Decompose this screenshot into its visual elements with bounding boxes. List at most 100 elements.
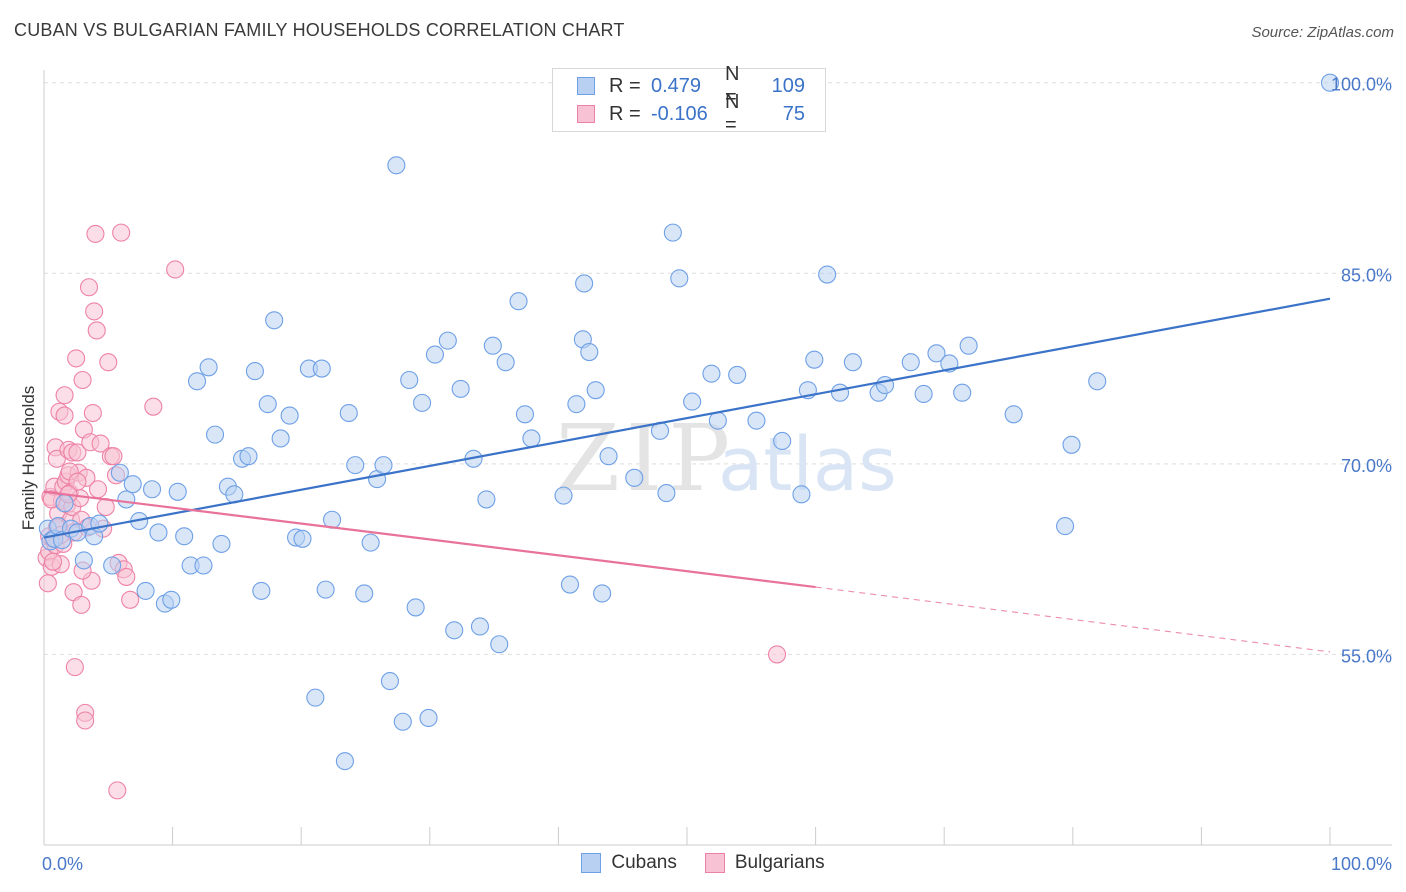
data-point <box>728 365 747 384</box>
data-point <box>346 456 365 475</box>
data-point <box>1056 517 1075 536</box>
data-point <box>316 580 335 599</box>
data-point <box>522 429 541 448</box>
data-point <box>483 336 502 355</box>
data-point <box>575 274 594 293</box>
data-point <box>843 353 862 372</box>
data-point <box>194 556 213 575</box>
correlation-legend: R = 0.479 N = 109 R = -0.106 N = 75 <box>552 63 826 136</box>
data-point <box>509 292 528 311</box>
y-tick-label: 85.0% <box>1341 265 1392 285</box>
y-tick-label: 100.0% <box>1331 75 1392 95</box>
legend-item-bulgarians[interactable]: Bulgarians <box>704 852 825 874</box>
data-point <box>90 514 109 533</box>
legend-row-bulgarians: R = -0.106 N = 75 <box>577 91 805 136</box>
tick-labels: 55.0% 70.0% 85.0% 100.0% 0.0% 100.0% <box>42 75 1392 874</box>
data-point <box>747 411 766 430</box>
legend-n-label: N = <box>725 63 740 108</box>
source-credit: Source: ZipAtlas.com <box>1251 24 1394 41</box>
data-point <box>55 406 74 425</box>
data-point <box>413 393 432 412</box>
data-point <box>175 527 194 546</box>
y-tick-label: 70.0% <box>1341 456 1392 476</box>
data-point <box>361 533 380 552</box>
data-point <box>293 529 312 548</box>
data-point <box>85 302 104 321</box>
data-point <box>830 383 850 402</box>
data-point <box>55 386 74 405</box>
data-point <box>335 752 354 771</box>
data-point <box>199 358 218 377</box>
legend-r-value: -0.106 <box>651 102 708 125</box>
data-point <box>818 265 837 284</box>
trend-line <box>43 490 816 589</box>
data-point <box>265 311 284 330</box>
data-point <box>901 353 920 372</box>
data-point <box>55 494 74 513</box>
data-point <box>451 379 470 398</box>
data-point <box>121 590 140 609</box>
data-point <box>470 617 490 636</box>
data-point <box>490 635 509 654</box>
legend-r-value: 0.479 <box>651 74 702 97</box>
y-tick-label: 55.0% <box>1341 646 1392 666</box>
data-point <box>593 584 612 603</box>
data-point <box>162 590 181 609</box>
data-point <box>625 468 644 487</box>
data-point <box>496 353 515 372</box>
series-legend: Cubans Bulgarians <box>0 852 1406 874</box>
data-point <box>104 447 123 466</box>
data-point <box>515 405 535 424</box>
data-point <box>400 370 419 390</box>
data-point <box>438 331 457 350</box>
data-point <box>83 403 102 423</box>
data-point <box>1088 372 1107 391</box>
data-point <box>567 395 586 414</box>
data-point <box>312 359 331 378</box>
legend-swatch-cubans <box>581 853 602 873</box>
data-point <box>117 567 136 586</box>
axes <box>43 70 1392 846</box>
data-point <box>86 224 105 243</box>
data-point <box>123 475 142 494</box>
y-axis-label: Family Households <box>19 386 38 531</box>
data-point <box>425 345 444 364</box>
data-point <box>91 434 110 453</box>
legend-item-cubans[interactable]: Cubans <box>581 852 677 874</box>
data-point <box>477 490 496 509</box>
gridlines <box>44 82 1392 655</box>
data-point <box>99 353 118 372</box>
data-point <box>68 443 87 462</box>
data-point <box>560 575 580 594</box>
data-point <box>76 711 95 730</box>
data-point <box>406 598 425 617</box>
data-point <box>773 431 792 451</box>
data-point <box>149 523 168 542</box>
data-point <box>927 344 946 363</box>
data-point <box>103 556 122 575</box>
data-point <box>43 552 63 571</box>
data-point <box>144 397 163 416</box>
x-tick-label: 0.0% <box>42 854 83 874</box>
data-point <box>1062 435 1081 454</box>
data-point <box>166 260 185 279</box>
watermark-zip: ZIP <box>556 405 736 512</box>
legend-label-bulgarians: Bulgarians <box>734 852 825 873</box>
legend-swatch-cubans <box>577 77 595 95</box>
data-point <box>252 581 271 600</box>
data-point <box>38 574 57 593</box>
data-point <box>73 370 92 390</box>
data-point <box>959 336 978 355</box>
data-point <box>339 403 358 423</box>
legend-n-label: N = <box>725 91 740 136</box>
data-point <box>212 534 231 553</box>
data-point <box>112 223 131 242</box>
data-point <box>599 447 618 466</box>
data-point <box>953 383 972 402</box>
data-point <box>74 551 93 570</box>
legend-n-value: 109 <box>771 74 805 97</box>
legend-swatch-bulgarians <box>704 853 725 873</box>
chart-title: CUBAN VS BULGARIAN FAMILY HOUSEHOLDS COR… <box>14 20 625 40</box>
data-point <box>108 781 127 800</box>
data-point <box>245 362 264 381</box>
